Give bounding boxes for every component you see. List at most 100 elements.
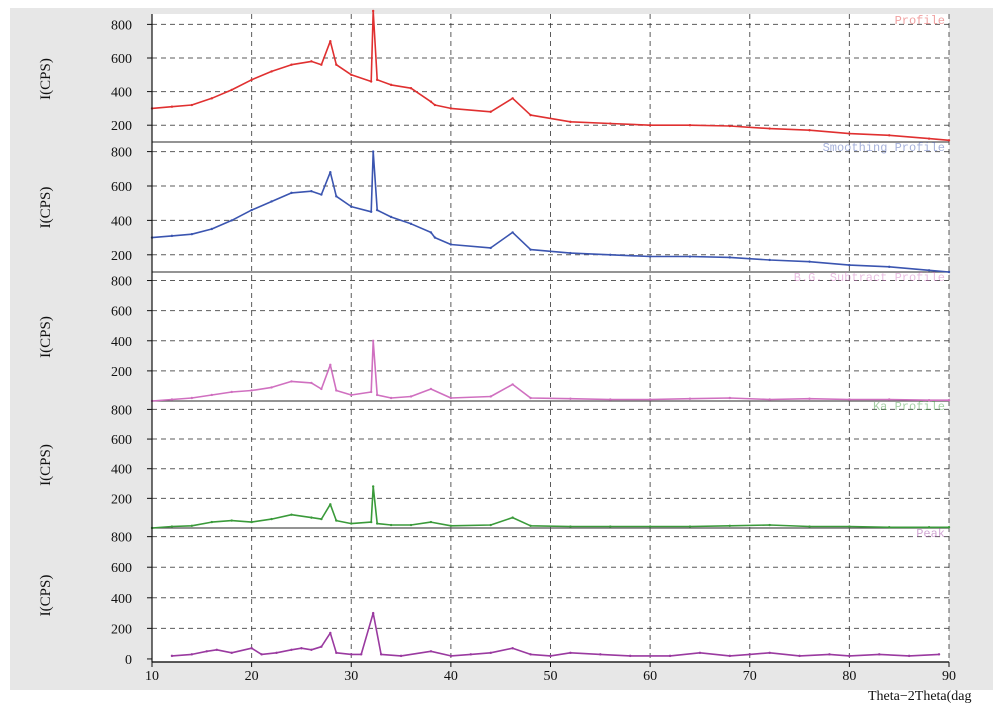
data-point [888, 526, 891, 529]
data-point [335, 651, 338, 655]
x-tick-label: 30 [344, 669, 358, 684]
data-point [190, 396, 194, 400]
data-point [310, 516, 313, 519]
data-point [371, 150, 375, 153]
data-point [728, 396, 732, 400]
data-point [768, 651, 771, 655]
data-point [409, 395, 413, 398]
data-point [947, 139, 951, 142]
data-point [230, 651, 233, 655]
data-series-line [151, 485, 949, 529]
data-point [270, 517, 273, 521]
y-axis-label: I(CPS) [38, 58, 54, 100]
data-point [511, 647, 514, 650]
data-point [489, 395, 492, 398]
data-point [648, 398, 652, 401]
data-point [569, 120, 572, 124]
panels: 200 400 600 800 I(CPS) Profile 200 400 600 800 I(C… [38, 9, 951, 668]
data-point [728, 524, 732, 527]
legend-entry: Smoothing Profile [823, 141, 945, 155]
y-tick-label: 600 [111, 180, 132, 195]
data-point [290, 191, 293, 195]
data-point [748, 653, 751, 656]
x-axis: 10 20 30 40 50 60 70 80 90 [145, 14, 956, 684]
data-point [290, 63, 293, 66]
y-tick-label: 800 [111, 403, 132, 418]
data-point [371, 611, 375, 615]
data-point [310, 381, 313, 385]
data-point [170, 525, 174, 528]
data-point [230, 88, 233, 92]
y-tick-label: 0 [125, 653, 132, 668]
data-point [848, 132, 851, 135]
data-point [728, 654, 732, 658]
x-tick-label: 40 [444, 669, 458, 684]
data-point [320, 645, 323, 648]
data-point [449, 396, 453, 400]
data-point [310, 60, 313, 63]
data-point [808, 260, 811, 263]
data-point [937, 653, 941, 656]
data-point [609, 122, 612, 125]
data-point [927, 526, 931, 529]
data-point [489, 651, 492, 655]
y-tick-label: 200 [111, 492, 132, 507]
data-point [808, 525, 811, 528]
x-axis-label: Theta−2Theta(dag [868, 689, 972, 704]
x-tick-label: 60 [643, 669, 657, 684]
data-point [848, 398, 851, 401]
data-series-line [171, 612, 940, 657]
data-point [369, 390, 373, 394]
data-point [768, 523, 771, 527]
y-axis-label: I(CPS) [38, 187, 54, 229]
data-point [449, 654, 453, 658]
data-point [190, 103, 194, 107]
data-point [449, 524, 453, 527]
data-point [375, 208, 379, 212]
y-axis-label: I(CPS) [38, 316, 54, 358]
data-point [170, 105, 174, 108]
data-point [569, 397, 572, 400]
data-point [350, 393, 353, 397]
data-point [429, 387, 433, 391]
y-axis-label: I(CPS) [38, 575, 54, 617]
data-point [429, 520, 433, 524]
data-point [389, 83, 393, 87]
y-tick-label: 400 [111, 86, 132, 101]
data-point [409, 523, 413, 527]
data-point [489, 110, 492, 113]
x-tick-label: 70 [743, 669, 757, 684]
data-point [688, 124, 692, 127]
data-point [210, 393, 213, 397]
data-point [389, 215, 393, 219]
data-point [250, 389, 253, 392]
data-point [648, 124, 652, 127]
data-point [808, 129, 811, 132]
data-point [215, 648, 218, 651]
data-point [489, 523, 492, 527]
data-point [529, 396, 532, 400]
data-point [320, 193, 323, 196]
data-point [230, 390, 233, 394]
data-point [371, 339, 375, 342]
y-axis-label: I(CPS) [38, 444, 54, 486]
data-point [320, 517, 323, 521]
data-point [369, 520, 373, 524]
data-point [409, 87, 413, 90]
y-tick-label: 600 [111, 433, 132, 448]
data-point [350, 205, 353, 208]
data-point [250, 647, 253, 650]
data-point [371, 485, 375, 488]
data-point [429, 231, 433, 234]
data-point [429, 650, 433, 653]
x-tick-label: 10 [145, 669, 159, 684]
y-tick-label: 600 [111, 561, 132, 576]
y-tick-label: 400 [111, 214, 132, 229]
data-point [609, 253, 612, 256]
data-point [888, 265, 891, 269]
data-point [329, 363, 332, 367]
data-point [529, 248, 532, 251]
data-point [335, 389, 338, 392]
data-series-line [151, 339, 949, 402]
